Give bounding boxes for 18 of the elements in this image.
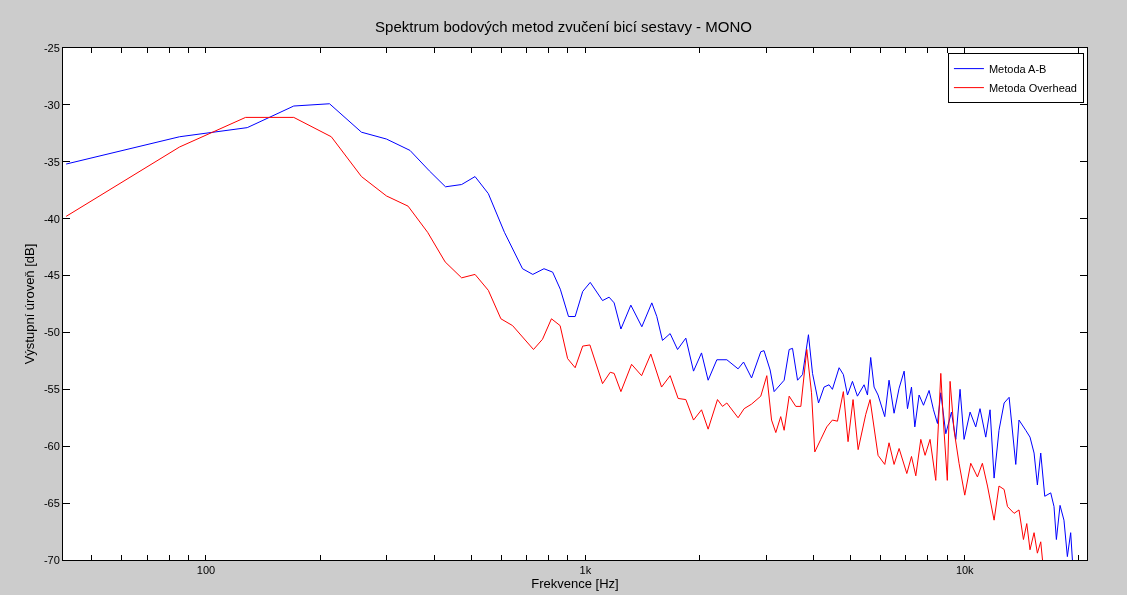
y-tick-label: -55 — [43, 383, 60, 396]
y-tick-label: -35 — [43, 155, 60, 168]
x-axis-title: Frekvence [Hz] — [531, 576, 619, 592]
y-tick-label: -45 — [43, 269, 60, 282]
y-tick-label: -65 — [43, 496, 60, 509]
x-tick-label: 10k — [955, 564, 975, 577]
y-tick-label: -50 — [43, 326, 60, 339]
legend-label: Metoda Overhead — [988, 81, 1077, 94]
y-tick-label: -70 — [43, 553, 60, 566]
x-tick-label: 1k — [579, 564, 592, 577]
chart-title: Spektrum bodových metod zvučení bicí sestavy - MONO — [375, 18, 752, 36]
y-tick-label: -60 — [43, 440, 60, 453]
y-tick-label: -40 — [43, 212, 60, 225]
legend-label: Metoda A-B — [988, 62, 1047, 75]
y-axis-title: Výstupní úroveň [dB] — [21, 243, 37, 365]
y-tick-label: -30 — [43, 98, 60, 111]
x-tick-label: 100 — [196, 564, 216, 577]
y-tick-label: -25 — [43, 41, 60, 54]
